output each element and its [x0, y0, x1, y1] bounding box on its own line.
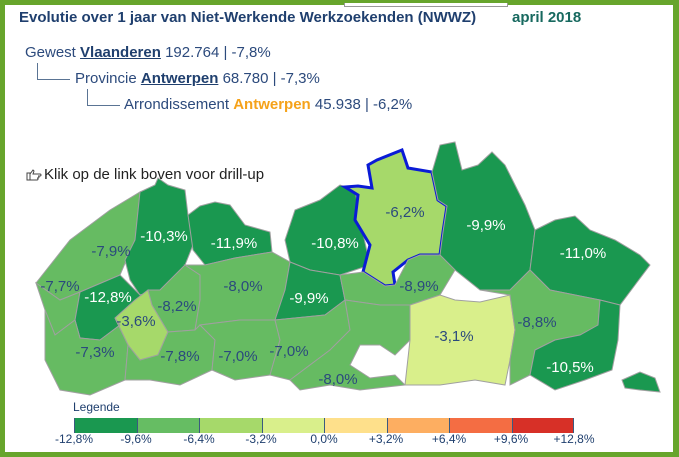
legend-tick: -3,2%	[245, 432, 277, 446]
legend-swatch	[261, 418, 324, 433]
tree-connector	[37, 63, 70, 80]
breadcrumb-value: 192.764 | -7,8%	[165, 44, 271, 61]
label-roeselare: -12,8%	[84, 289, 132, 306]
pointing-hand-icon	[26, 169, 42, 181]
region-brugge[interactable]	[124, 177, 196, 296]
flanders-map: -7,9% -10,3% -11,9% -10,8% -6,2% -9,9% -…	[35, 141, 661, 396]
tab-indicator	[344, 3, 508, 7]
label-veurne: -7,9%	[91, 243, 130, 260]
legend-color-scale	[74, 418, 574, 433]
breadcrumb-value: 45.938 | -6,2%	[314, 96, 413, 113]
region-halle-vilvoorde-south[interactable]	[289, 299, 411, 391]
link-vlaanderen[interactable]: Vlaanderen	[80, 44, 161, 61]
legend-swatch	[324, 418, 387, 433]
legend-swatch	[199, 418, 262, 433]
label-halle-vilvoorde: -7,0%	[269, 343, 308, 360]
label-leuven: -3,1%	[434, 328, 473, 345]
label-oudenaarde: -7,8%	[160, 348, 199, 365]
label-tielt: -8,2%	[157, 298, 196, 315]
breadcrumb-prefix: Arrondissement	[124, 96, 230, 113]
legend-tick: +3,2%	[368, 432, 404, 446]
breadcrumb-arrondissement: Arrondissement Antwerpen 45.938 | -6,2%	[124, 96, 412, 113]
breadcrumb-prefix: Gewest	[25, 44, 76, 61]
current-arrondissement: Antwerpen	[233, 96, 311, 113]
label-aalst: -7,0%	[218, 348, 257, 365]
link-antwerpen-provincie[interactable]: Antwerpen	[140, 70, 219, 87]
legend-swatch	[449, 418, 512, 433]
label-halle-vilvoorde-south: -8,0%	[318, 371, 357, 388]
label-gent: -8,0%	[223, 278, 262, 295]
tree-connector	[87, 89, 120, 106]
label-antwerpen: -6,2%	[385, 204, 424, 221]
legend-swatch	[511, 418, 574, 433]
hint-text: Klik op de link boven voor drill-up	[44, 166, 265, 183]
legend-title: Legende	[73, 400, 120, 414]
legend-tick: +12,8%	[553, 432, 595, 446]
legend-tick: -12,8%	[54, 432, 94, 446]
legend-swatch	[74, 418, 137, 433]
label-diksmuide: -7,7%	[40, 278, 79, 295]
label-eeklo: -11,9%	[211, 235, 257, 252]
label-ieper: -7,3%	[75, 344, 114, 361]
page-title: Evolutie over 1 jaar van Niet-Werkende W…	[19, 9, 477, 26]
label-mechelen: -8,9%	[399, 278, 438, 295]
region-tongeren[interactable]	[529, 299, 621, 391]
region-ieper[interactable]	[44, 309, 129, 396]
legend-tick: -6,4%	[183, 432, 215, 446]
legend-tick: -9,6%	[120, 432, 152, 446]
legend-tick: +9,6%	[493, 432, 529, 446]
label-hasselt: -8,8%	[517, 314, 556, 331]
period-label: april 2018	[512, 9, 582, 26]
legend-tick: 0,0%	[310, 432, 338, 446]
label-sint-niklaas: -10,8%	[311, 235, 359, 252]
label-tongeren: -10,5%	[546, 359, 594, 376]
breadcrumb-value: 68.780 | -7,3%	[222, 70, 320, 87]
region-eeklo[interactable]	[187, 201, 273, 266]
label-brugge: -10,3%	[140, 228, 188, 245]
label-dendermonde: -9,9%	[289, 290, 328, 307]
legend-swatch	[136, 418, 199, 433]
legend-tick: +6,4%	[431, 432, 467, 446]
region-voeren[interactable]	[621, 371, 661, 393]
label-maaseik: -11,0%	[560, 245, 606, 262]
label-kortrijk: -3,6%	[116, 313, 155, 330]
breadcrumb-provincie: Provincie Antwerpen 68.780 | -7,3%	[75, 70, 320, 87]
breadcrumb-prefix: Provincie	[75, 70, 137, 87]
label-turnhout: -9,9%	[466, 217, 505, 234]
breadcrumb-gewest: Gewest Vlaanderen 192.764 | -7,8%	[25, 44, 271, 61]
drill-up-hint: Klik op de link boven voor drill-up	[26, 166, 264, 183]
legend-swatch	[386, 418, 449, 433]
